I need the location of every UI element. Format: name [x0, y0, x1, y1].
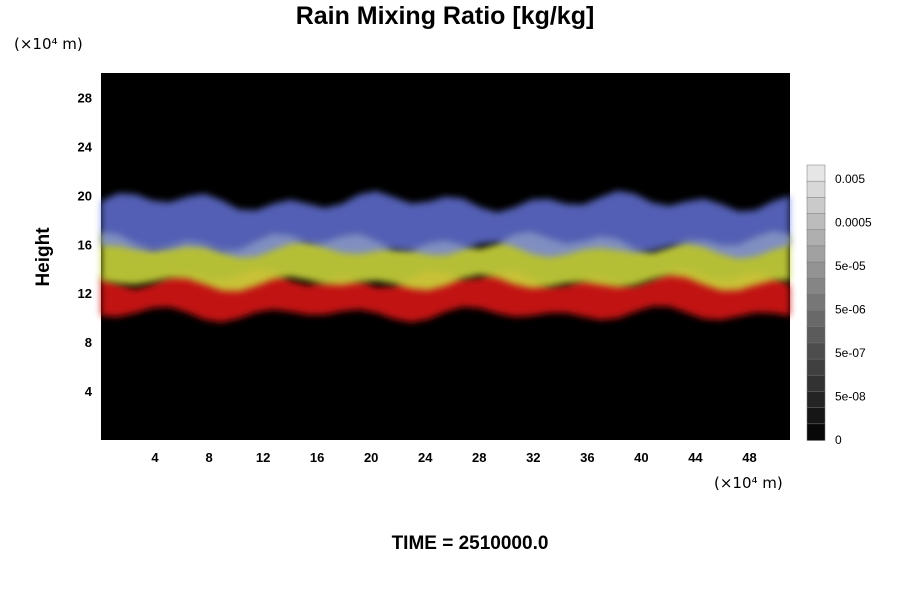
colorbar-swatch [806, 261, 826, 279]
y-tick-label: 16 [78, 237, 92, 252]
colorbar-swatch [806, 310, 826, 328]
x-tick-label: 16 [310, 450, 324, 465]
colorbar-swatch [806, 342, 826, 360]
chart-title: Rain Mixing Ratio [kg/kg] [296, 2, 595, 30]
x-tick-label: 20 [364, 450, 378, 465]
x-tick-label: 44 [688, 450, 703, 465]
y-tick-label: 8 [85, 335, 92, 350]
colorbar-label: 0.005 [835, 172, 865, 186]
y-tick-label: 12 [78, 286, 92, 301]
colorbar-swatch [806, 180, 826, 199]
colorbar-label: 5e-05 [835, 259, 866, 273]
x-tick-label: 32 [526, 450, 540, 465]
x-tick-label: 4 [151, 450, 159, 465]
colorbar-swatch [806, 326, 826, 344]
colorbar-label: 0.0005 [835, 216, 872, 230]
colorbar-label: 5e-08 [835, 390, 866, 404]
y-tick-label: 28 [78, 90, 92, 105]
x-ticks: 4 8 12 16 20 24 28 32 36 40 44 48 [151, 450, 756, 465]
colorbar-swatch [806, 245, 826, 263]
y-ticks: 4 8 12 16 20 24 28 [78, 90, 93, 399]
x-tick-label: 40 [634, 450, 648, 465]
colorbar-label: 5e-07 [835, 346, 866, 360]
y-axis-label: Height [33, 227, 54, 287]
colorbar-swatch [806, 229, 826, 247]
x-tick-label: 48 [742, 450, 756, 465]
colorbar-swatch [806, 277, 826, 296]
colorbar-label: 0 [835, 433, 842, 447]
colorbar-swatch [806, 358, 826, 377]
band-blue [101, 190, 790, 259]
x-tick-label: 36 [580, 450, 594, 465]
x-tick-label: 24 [418, 450, 433, 465]
y-axis-unit: (×10⁴ m) [14, 35, 83, 53]
colorbar-swatch [806, 164, 826, 182]
x-axis-unit: (×10⁴ m) [714, 474, 783, 492]
band-red [101, 268, 790, 323]
colorbar-swatch [806, 407, 826, 425]
colorbar-swatch [806, 294, 826, 312]
x-tick-label: 12 [256, 450, 270, 465]
colorbar: 0.005 0.0005 5e-05 5e-06 5e-07 5e-08 0 [806, 164, 872, 447]
x-tick-label: 28 [472, 450, 486, 465]
time-label: TIME = 2510000.0 [392, 533, 549, 554]
colorbar-label: 5e-06 [835, 303, 866, 317]
y-tick-label: 20 [78, 188, 92, 203]
x-tick-label: 8 [205, 450, 212, 465]
colorbar-swatch [806, 213, 826, 231]
colorbar-swatch [806, 375, 826, 393]
y-tick-label: 4 [85, 384, 93, 399]
colorbar-swatch [806, 423, 826, 441]
bands-layer [101, 190, 790, 323]
colorbar-swatch [806, 391, 826, 409]
y-tick-label: 24 [78, 139, 93, 154]
colorbar-swatch [806, 197, 826, 215]
